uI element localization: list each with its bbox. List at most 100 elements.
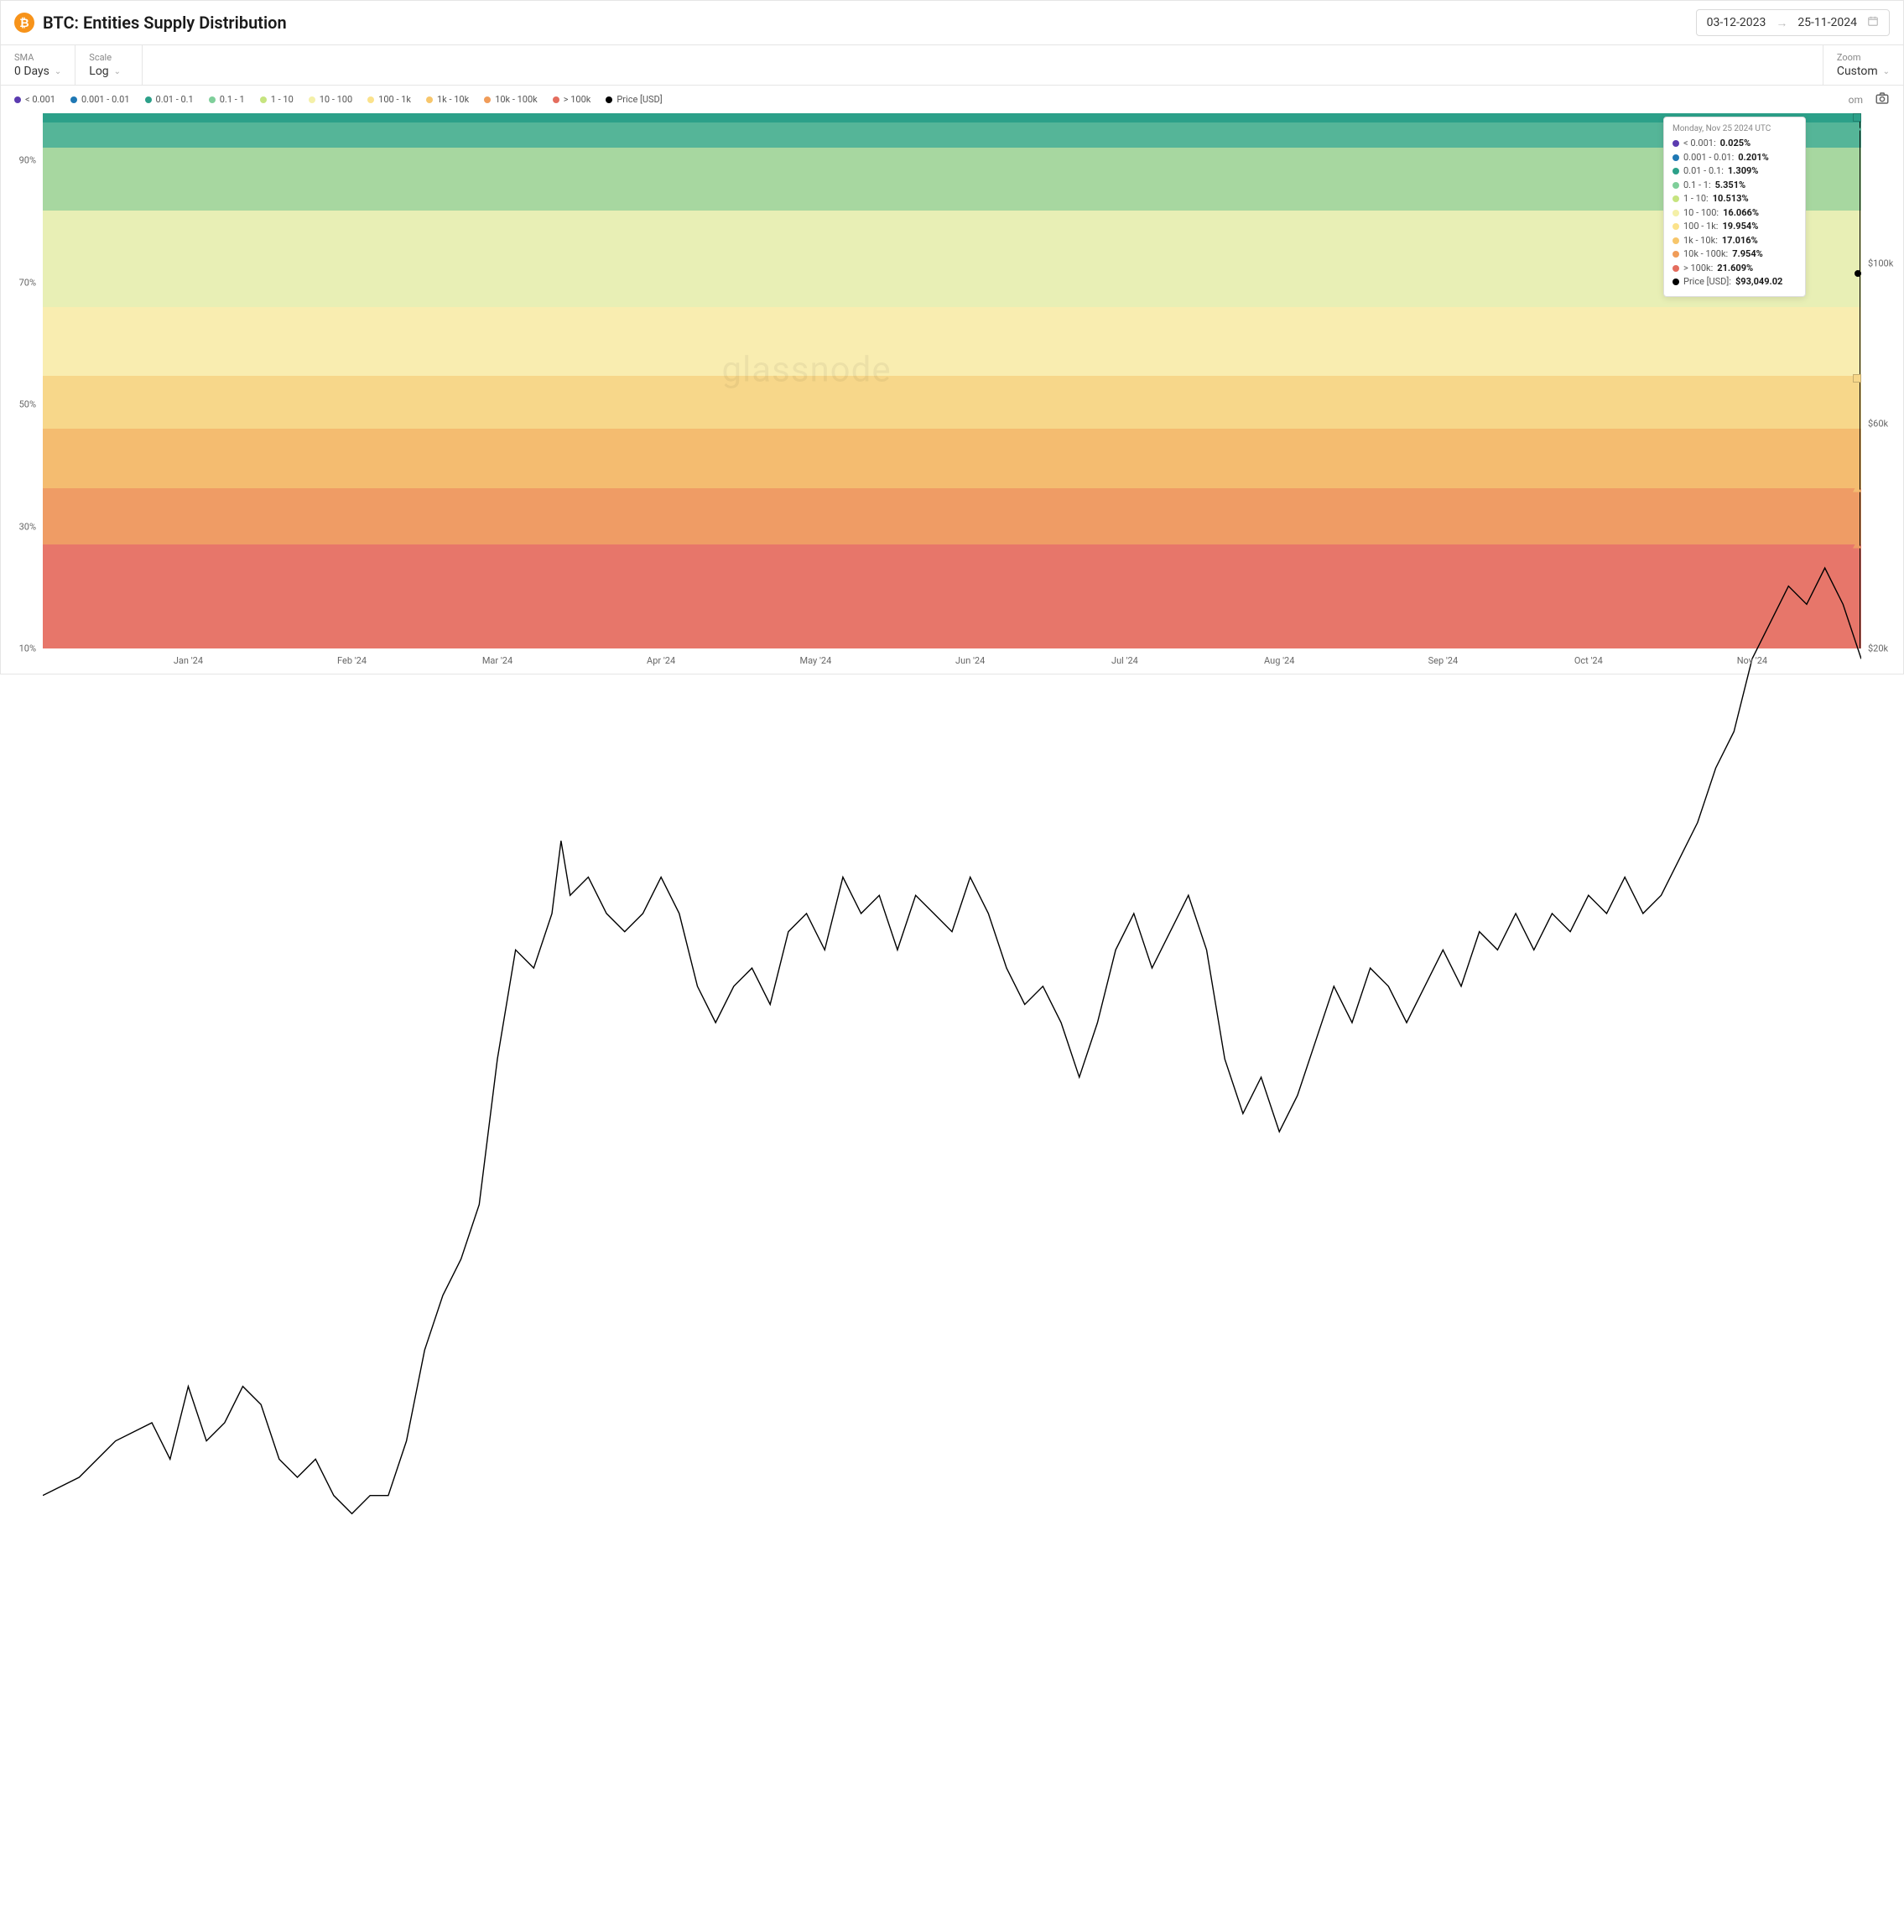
legend-dot-icon [209, 96, 216, 103]
legend-item[interactable]: Price [USD] [606, 94, 662, 105]
tooltip-label: 1 - 10: [1683, 192, 1709, 206]
band-end-marker-icon [1853, 484, 1861, 492]
tooltip-value: 10.513% [1713, 192, 1749, 206]
band-end-marker-icon [1853, 122, 1861, 130]
btc-icon: ₿ [14, 13, 34, 33]
y-axis-left: 10%30%50%70%90% [1, 113, 41, 648]
x-tick: Feb '24 [337, 655, 367, 666]
tooltip-value: 0.025% [1720, 137, 1751, 151]
date-range-picker[interactable]: 03-12-2023 → 25-11-2024 [1696, 9, 1890, 36]
legend-item[interactable]: 1k - 10k [426, 94, 469, 105]
scale-label: Scale [89, 52, 128, 63]
stacked-band [43, 148, 1861, 211]
stacked-band [43, 211, 1861, 307]
legend-dot-icon [70, 96, 77, 103]
x-tick: May '24 [800, 655, 832, 666]
band-end-marker-icon [1853, 113, 1861, 122]
legend-label: 10k - 100k [495, 94, 538, 105]
y-tick-left: 90% [19, 155, 36, 166]
plot[interactable]: glassnode Monday, Nov 25 2024 UTC < 0.00… [43, 113, 1861, 648]
tooltip-row: 1k - 10k:17.016% [1673, 234, 1797, 248]
tooltip-value: 17.016% [1722, 234, 1758, 248]
tooltip-dot-icon [1673, 279, 1679, 285]
legend-item[interactable]: < 0.001 [14, 94, 55, 105]
controls-right: Zoom Custom ⌄ [1823, 45, 1903, 85]
calendar-icon[interactable] [1867, 15, 1879, 30]
y-tick-left: 10% [19, 643, 36, 654]
chart-container: ₿ BTC: Entities Supply Distribution 03-1… [0, 0, 1904, 674]
tooltip-value: 5.351% [1715, 179, 1746, 193]
y-tick-left: 30% [19, 521, 36, 532]
arrow-right-icon: → [1776, 16, 1787, 30]
stacked-band [43, 307, 1861, 376]
chevron-down-icon: ⌄ [1883, 67, 1890, 76]
stacked-band [43, 113, 1861, 122]
tooltip-dot-icon [1673, 251, 1679, 258]
date-to[interactable]: 25-11-2024 [1797, 16, 1857, 29]
tooltip-value: 16.066% [1723, 206, 1759, 221]
zoom-text-fragment: om [1849, 94, 1863, 106]
tooltip-label: 10k - 100k: [1683, 247, 1728, 262]
tooltip-value: 0.201% [1738, 151, 1769, 165]
sma-label: SMA [14, 52, 61, 63]
legend-item[interactable]: 10k - 100k [484, 94, 538, 105]
legend-item[interactable]: 100 - 1k [367, 94, 411, 105]
scale-selector[interactable]: Scale Log ⌄ [75, 45, 143, 85]
date-from[interactable]: 03-12-2023 [1707, 16, 1766, 29]
x-tick: Jan '24 [174, 655, 203, 666]
tooltip-dot-icon [1673, 140, 1679, 147]
y-tick-right: $60k [1868, 419, 1888, 430]
x-tick: Mar '24 [482, 655, 512, 666]
x-tick: Jun '24 [955, 655, 985, 666]
tooltip-value: 21.609% [1717, 262, 1753, 276]
x-tick: Oct '24 [1574, 655, 1603, 666]
camera-icon[interactable] [1875, 91, 1890, 108]
sma-selector[interactable]: SMA 0 Days ⌄ [1, 45, 75, 85]
legend-dot-icon [309, 96, 315, 103]
zoom-label: Zoom [1837, 52, 1890, 63]
y-tick-right: $20k [1868, 643, 1888, 654]
legend-item[interactable]: 0.1 - 1 [209, 94, 245, 105]
tooltip-dot-icon [1673, 154, 1679, 161]
legend-item[interactable]: 10 - 100 [309, 94, 352, 105]
tooltip-label: 0.01 - 0.1: [1683, 164, 1724, 179]
legend-label: Price [USD] [616, 94, 662, 105]
tooltip-label: 10 - 100: [1683, 206, 1719, 221]
tooltip-dot-icon [1673, 223, 1679, 230]
legend-dot-icon [426, 96, 433, 103]
x-tick: Nov '24 [1737, 655, 1767, 666]
y-tick-left: 50% [19, 399, 36, 410]
x-axis: Jan '24 Feb '24 Mar '24 Apr '24 May '24 Jun '… [43, 650, 1861, 674]
legend-tools: om [1849, 91, 1890, 108]
tooltip-dot-icon [1673, 168, 1679, 174]
legend-item[interactable]: 0.01 - 0.1 [145, 94, 194, 105]
y-tick-left: 70% [19, 277, 36, 288]
chart-area[interactable]: 10% 30% 50% 70% 90% $20k$60k$100k glassnode … [1, 113, 1903, 674]
tooltip-dot-icon [1673, 210, 1679, 216]
legend-item[interactable]: 1 - 10 [260, 94, 294, 105]
legend-label: 10 - 100 [320, 94, 352, 105]
legend-item[interactable]: 0.001 - 0.01 [70, 94, 130, 105]
tooltip-row: < 0.001:0.025% [1673, 137, 1797, 151]
legend-label: 100 - 1k [378, 94, 411, 105]
tooltip-label: 0.1 - 1: [1683, 179, 1711, 193]
x-tick: Jul '24 [1111, 655, 1138, 666]
legend-dot-icon [606, 96, 612, 103]
legend-label: < 0.001 [25, 94, 55, 105]
tooltip-row: 0.01 - 0.1:1.309% [1673, 164, 1797, 179]
tooltip-row: 10k - 100k: 7.954% [1673, 247, 1797, 262]
tooltip-label: Price [USD]: [1683, 275, 1731, 289]
x-tick: Apr '24 [647, 655, 675, 666]
y-axis-right: $20k$60k$100k [1863, 113, 1903, 648]
zoom-selector[interactable]: Zoom Custom ⌄ [1823, 45, 1903, 85]
legend-dot-icon [260, 96, 267, 103]
tooltip-row: 1 - 10: 10.513% [1673, 192, 1797, 206]
tooltip-row: 0.1 - 1: 5.351% [1673, 179, 1797, 193]
tooltip-value: 7.954% [1732, 247, 1763, 262]
legend-item[interactable]: > 100k [553, 94, 591, 105]
tooltip-dot-icon [1673, 265, 1679, 272]
tooltip-row: Price [USD]:$93,049.02 [1673, 275, 1797, 289]
tooltip-date: Monday, Nov 25 2024 UTC [1673, 124, 1797, 133]
chevron-down-icon: ⌄ [55, 67, 61, 76]
legend-label: 0.01 - 0.1 [156, 94, 194, 105]
